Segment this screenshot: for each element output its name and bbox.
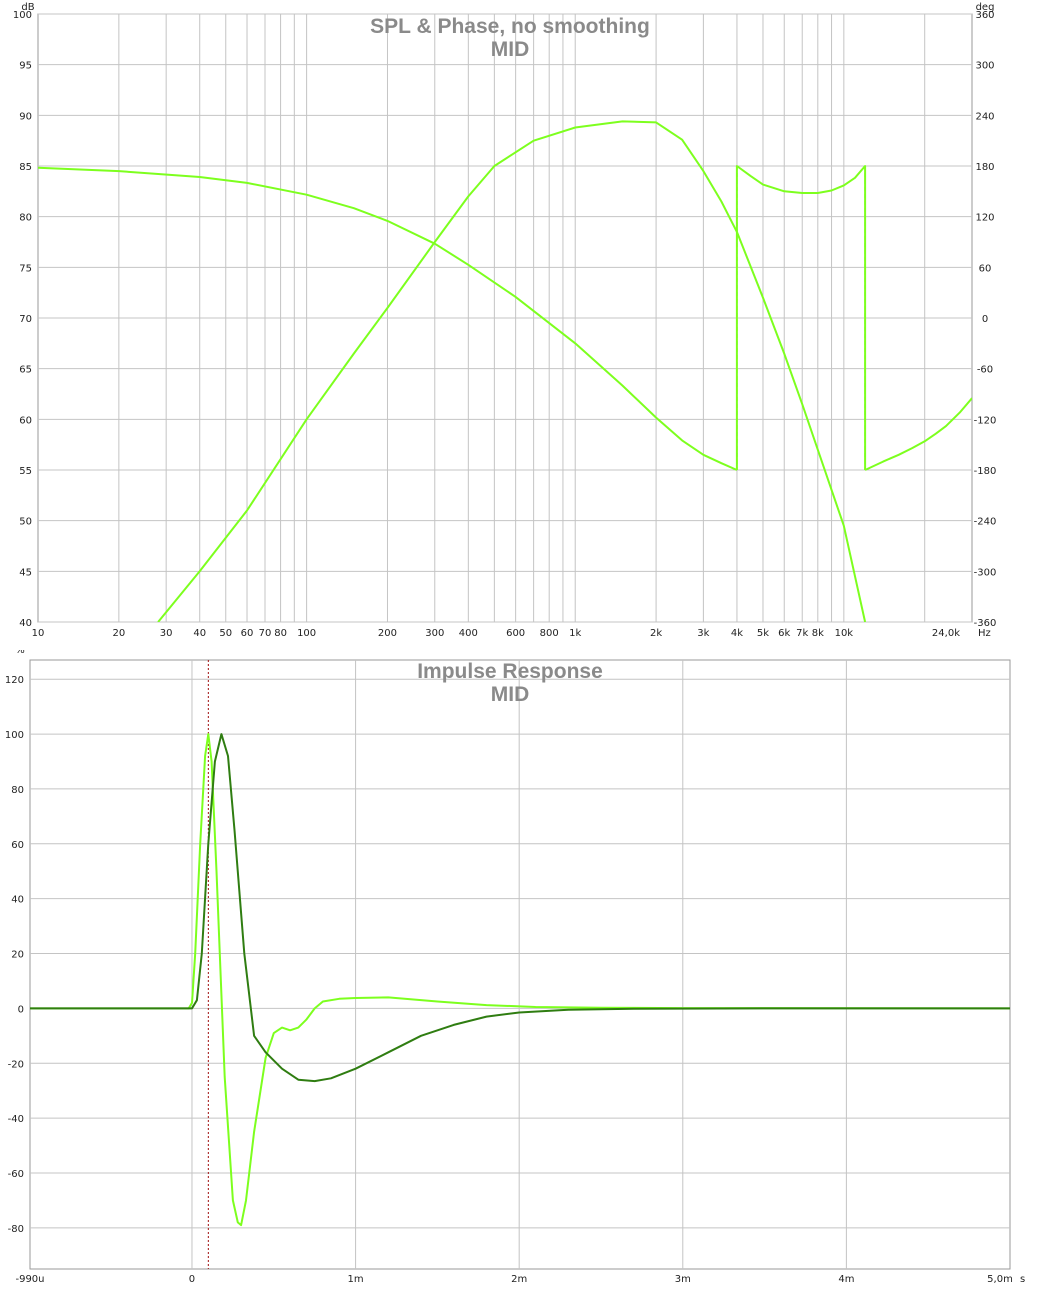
ir-impulse-line-dark: [30, 733, 1010, 1083]
spl-right-tick-label: -120: [974, 415, 997, 426]
ir-plot-area: [29, 659, 1011, 1270]
spl-x-tick-label: 10: [32, 628, 45, 639]
spl-right-unit-label: deg: [976, 2, 995, 13]
spl-x-tick-label: 300: [425, 628, 444, 639]
ir-x-tick-label: 0: [189, 1274, 195, 1285]
ir-impulse-line-light: [30, 733, 1010, 1227]
spl-x-tick-label: 200: [378, 628, 397, 639]
spl-left-tick-label: 90: [19, 111, 32, 122]
spl-right-tick-label: 240: [975, 111, 994, 122]
ir-y-tick-label: -40: [8, 1114, 24, 1125]
ir-x-tick-label: 1m: [348, 1274, 364, 1285]
spl-x-tick-label: 2k: [650, 628, 662, 639]
spl-right-tick-label: 360: [975, 10, 994, 21]
spl-x-tick-label: 400: [459, 628, 478, 639]
spl-x-tick-label: 50: [219, 628, 232, 639]
spl-x-tick-label: 100: [297, 628, 316, 639]
spl-left-tick-label: 55: [19, 466, 32, 477]
spl-x-tick-label: 3k: [697, 628, 709, 639]
spl-right-tick-label: -300: [974, 567, 997, 578]
ir-x-tick-label: 2m: [511, 1274, 527, 1285]
spl-left-tick-label: 80: [19, 213, 32, 224]
spl-phase-line: [38, 166, 738, 471]
spl-x-tick-label: 5k: [757, 628, 769, 639]
ir-y-unit-label: %: [15, 650, 25, 656]
ir-y-tick-label: 20: [11, 950, 24, 961]
spl-tick-labels: 10 20 30 40 50 60 70 80 100 200 300 400 600 800 1k 2k 3k…: [13, 10, 996, 639]
ir-x-tick-label: -990u: [15, 1274, 44, 1285]
spl-right-tick-label: -240: [974, 517, 997, 528]
spl-right-tick-label: 180: [975, 162, 994, 173]
spl-x-tick-label: 8k: [812, 628, 824, 639]
spl-left-unit-label: dB: [21, 2, 34, 13]
ir-x-tick-label: 3m: [675, 1274, 691, 1285]
spl-x-tick-label: 30: [160, 628, 173, 639]
ir-y-tick-label: -80: [8, 1224, 24, 1235]
ir-y-tick-label: 40: [11, 895, 24, 906]
spl-x-tick-label: 800: [540, 628, 559, 639]
ir-chart-title: Impulse Response: [417, 660, 603, 683]
spl-left-tick-label: 85: [19, 162, 32, 173]
spl-x-tick-label: 10k: [835, 628, 854, 639]
spl-right-tick-label: -60: [977, 365, 993, 376]
ir-y-tick-label: 0: [18, 1004, 24, 1015]
ir-y-tick-label: -20: [8, 1059, 24, 1070]
spl-magnitude-line: [157, 120, 867, 622]
spl-right-tick-label: 120: [975, 213, 994, 224]
spl-left-tick-label: 95: [19, 61, 32, 72]
spl-x-tick-label: 1k: [569, 628, 581, 639]
ir-x-tick-label: 4m: [838, 1274, 854, 1285]
spl-phase-chart: 10 20 30 40 50 60 70 80 100 200 300 400 600 800 1k 2k 3k…: [13, 2, 996, 639]
ir-chart-subtitle: MID: [491, 683, 530, 706]
ir-y-tick-label: 80: [11, 785, 24, 796]
spl-right-tick-label: 60: [979, 263, 992, 274]
spl-x-tick-label: 6k: [778, 628, 790, 639]
impulse-response-chart: -990u 0 1m 2m 3m 4m 5,0m -80 -60 -40 -20 0 20 40 60 80 1…: [5, 650, 1025, 1285]
ir-x-unit-label: s: [1020, 1274, 1025, 1285]
spl-right-tick-label: -360: [974, 618, 997, 629]
ir-x-tick-label: 5,0m: [987, 1274, 1013, 1285]
spl-x-tick-label: 40: [193, 628, 206, 639]
spl-x-unit-label: Hz: [978, 628, 991, 639]
ir-series-layer: [30, 660, 1010, 1269]
spl-right-tick-label: 300: [975, 61, 994, 72]
spl-series-layer: [38, 120, 972, 622]
spl-left-tick-label: 40: [19, 618, 32, 629]
spl-chart-title: SPL & Phase, no smoothing: [370, 15, 650, 38]
spl-left-tick-label: 65: [19, 365, 32, 376]
spl-left-tick-label: 60: [19, 415, 32, 426]
spl-x-tick-label: 60: [241, 628, 254, 639]
spl-right-tick-label: -180: [974, 466, 997, 477]
spl-x-tick-label: 600: [506, 628, 525, 639]
ir-y-tick-label: 60: [11, 840, 24, 851]
spl-left-tick-label: 70: [19, 314, 32, 325]
ir-y-tick-label: 120: [5, 675, 24, 686]
ir-tick-labels: -990u 0 1m 2m 3m 4m 5,0m -80 -60 -40 -20 0 20 40 60 80 1…: [5, 675, 1013, 1285]
spl-right-tick-label: 0: [982, 314, 988, 325]
spl-left-tick-label: 45: [19, 567, 32, 578]
ir-y-tick-label: 100: [5, 730, 24, 741]
spl-x-tick-label: 80: [274, 628, 287, 639]
spl-left-tick-label: 100: [13, 10, 32, 21]
spl-phase-line: [735, 165, 867, 470]
spl-chart-subtitle: MID: [491, 38, 530, 61]
spl-x-tick-label: 70: [259, 628, 272, 639]
spl-left-tick-label: 50: [19, 517, 32, 528]
ir-y-tick-label: -60: [8, 1169, 24, 1180]
spl-phase-line: [864, 397, 972, 471]
spl-grid: [38, 13, 972, 623]
spl-x-tick-label: 7k: [796, 628, 808, 639]
spl-x-tick-label: 4k: [731, 628, 743, 639]
spl-x-tick-label: 24,0k: [932, 628, 960, 639]
spl-x-tick-label: 20: [112, 628, 125, 639]
spl-left-tick-label: 75: [19, 263, 32, 274]
